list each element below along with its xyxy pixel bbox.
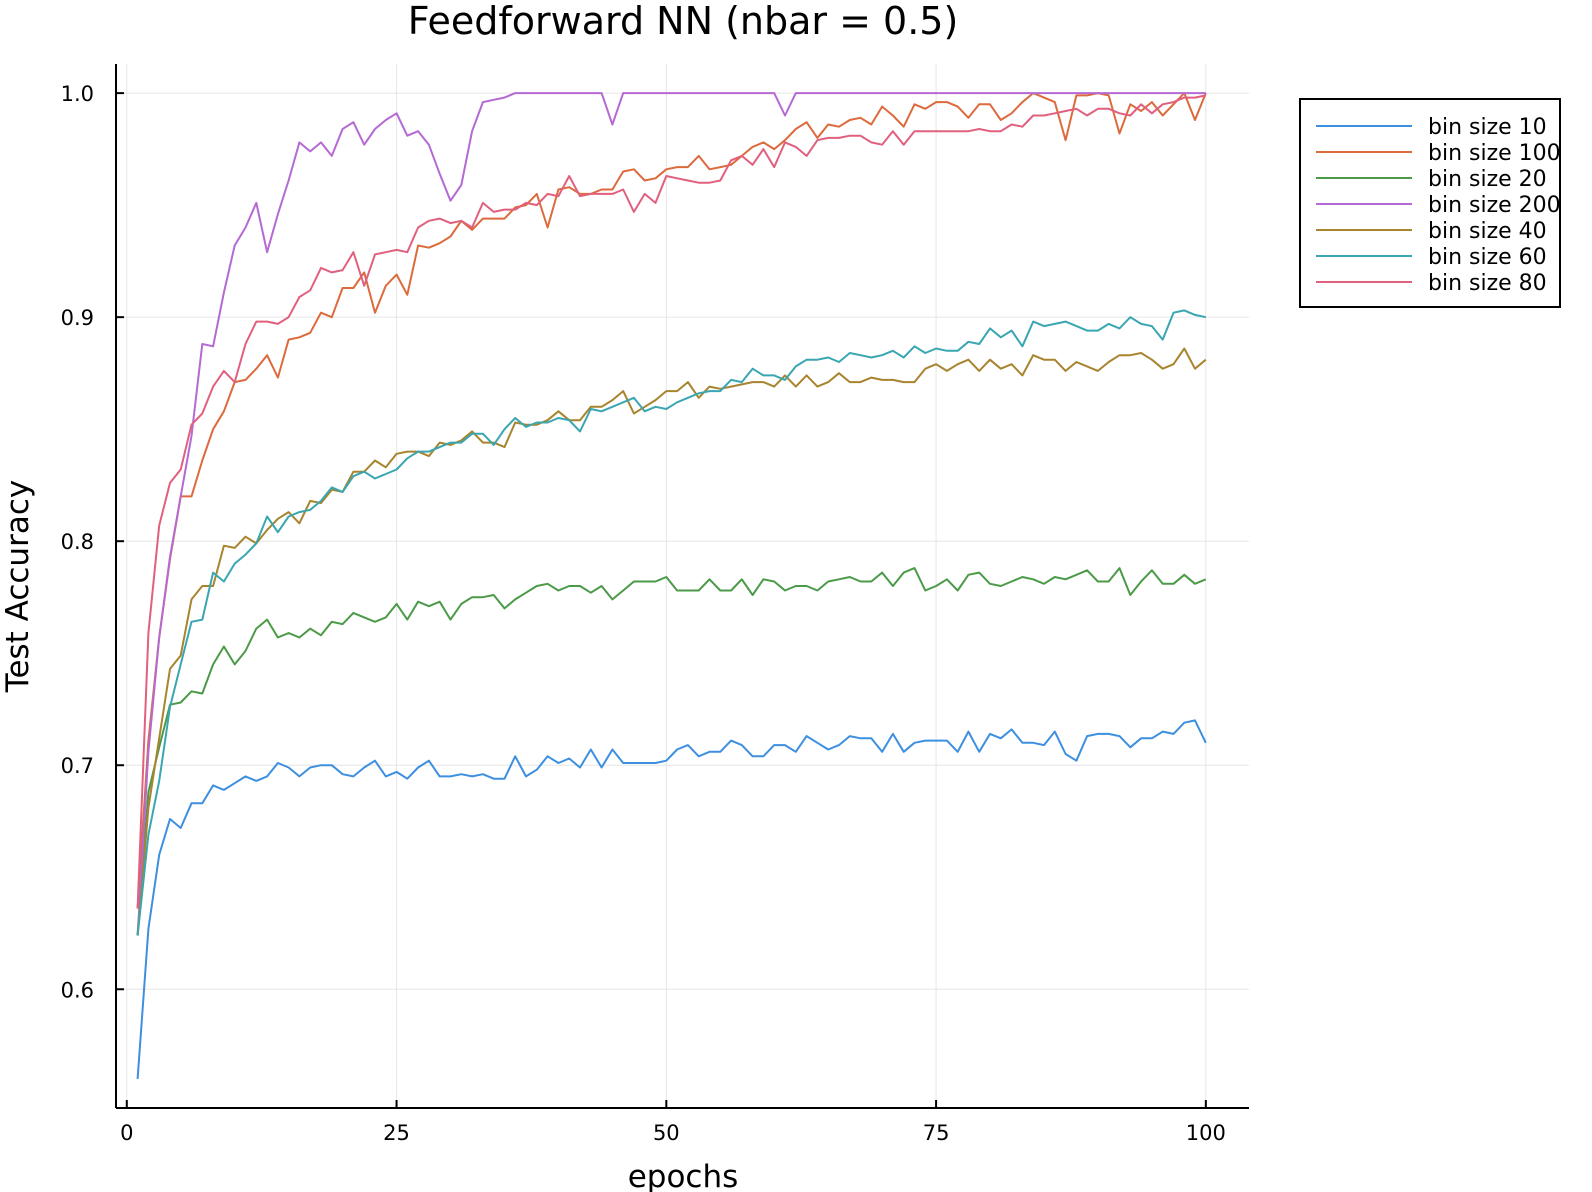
y-tick-label: 0.6 [61,978,94,1002]
y-axis-label: Test Accuracy [0,480,36,693]
series-line-bin-size-10 [136,719,1207,1079]
y-tick-label: 0.9 [61,306,94,330]
series-line-bin-size-60 [136,309,1207,936]
series-line-bin-size-20 [136,567,1207,936]
legend-label: bin size 60 [1428,245,1547,270]
y-tick-labels: 0.6 0.7 0.8 0.9 1.0 [61,82,94,1002]
legend-label: bin size 200 [1428,193,1561,218]
x-tick-label: 75 [923,1121,950,1145]
axes [115,64,1249,1109]
series-line-bin-size-40 [136,347,1207,936]
y-tick-label: 1.0 [61,82,94,106]
legend-label: bin size 80 [1428,271,1547,296]
series-line-bin-size-200 [136,92,1206,936]
y-tick-label: 0.8 [61,530,94,554]
x-axis-label: epochs [628,1159,739,1192]
series-line-bin-size-100 [136,92,1207,909]
legend-label: bin size 100 [1428,141,1561,166]
x-tick-label: 100 [1186,1121,1226,1145]
legend-label: bin size 20 [1428,167,1547,192]
x-tick-label: 25 [383,1121,410,1145]
legend-label: bin size 10 [1428,115,1547,140]
x-tick-labels: 0 25 50 75 100 [120,1121,1226,1145]
grid [116,64,1249,1108]
plot-area [136,92,1207,1079]
legend-label: bin size 40 [1428,219,1547,244]
x-tick-label: 0 [120,1121,133,1145]
series-line-bin-size-80 [136,94,1206,909]
chart-title: Feedforward NN (nbar = 0.5) [408,0,959,43]
x-tick-label: 50 [653,1121,680,1145]
y-tick-label: 0.7 [61,754,94,778]
